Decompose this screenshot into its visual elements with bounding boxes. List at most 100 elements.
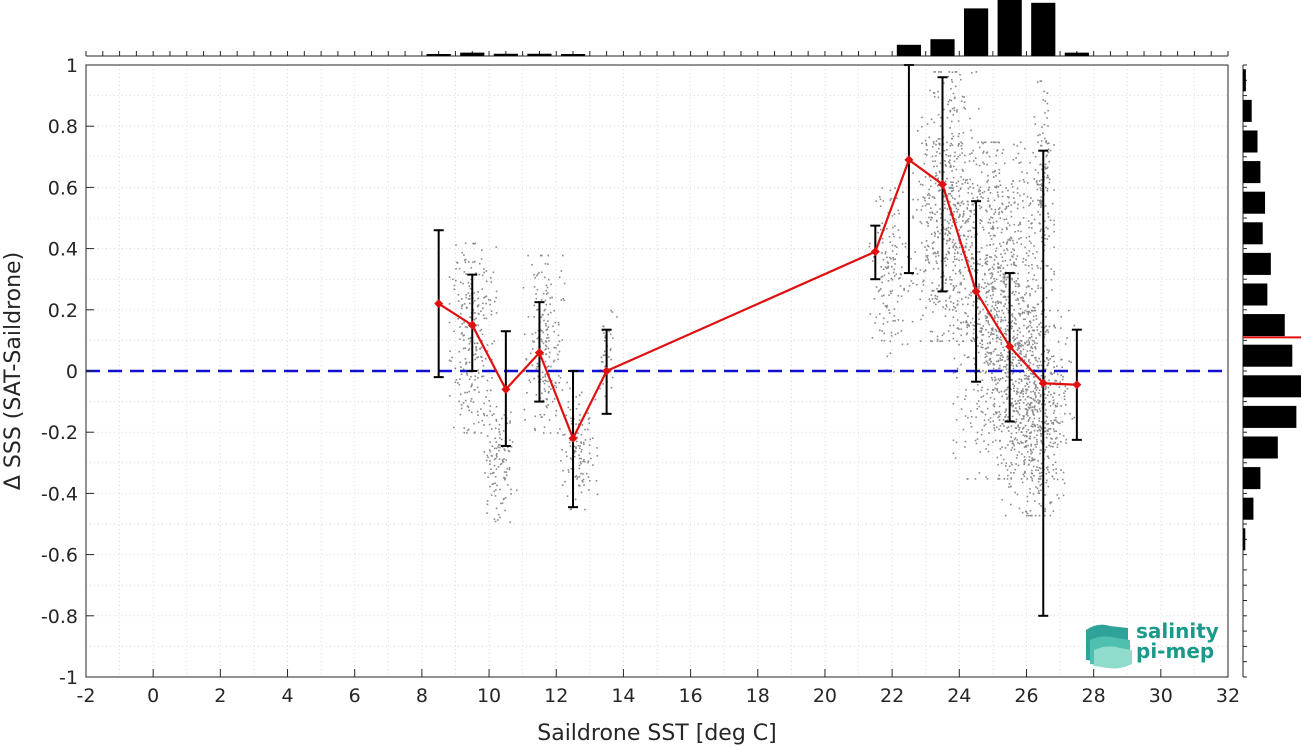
scatter-point: [1004, 372, 1007, 375]
scatter-point: [543, 388, 546, 390]
scatter-point: [967, 324, 970, 327]
scatter-point: [1051, 202, 1054, 205]
scatter-point: [966, 219, 969, 221]
scatter-point: [578, 454, 580, 456]
scatter-point: [893, 371, 895, 373]
scatter-point: [967, 187, 970, 190]
scatter-point: [961, 142, 964, 145]
scatter-point: [1018, 402, 1021, 404]
scatter-point: [1040, 300, 1043, 303]
scatter-point: [984, 348, 987, 350]
scatter-point: [493, 458, 496, 461]
scatter-point: [997, 302, 1000, 304]
scatter-point: [889, 352, 892, 354]
scatter-point: [999, 448, 1002, 450]
scatter-point: [1016, 329, 1019, 332]
scatter-point: [980, 195, 982, 198]
scatter-point: [921, 142, 923, 144]
scatter-point: [502, 498, 505, 501]
scatter-point: [943, 238, 945, 240]
scatter-point: [1022, 348, 1025, 351]
scatter-point: [999, 207, 1001, 209]
scatter-point: [1040, 441, 1043, 443]
scatter-point: [482, 375, 485, 377]
scatter-point: [1034, 393, 1036, 395]
scatter-point: [474, 358, 476, 361]
top-hist-bar: [560, 54, 586, 56]
scatter-point: [1036, 329, 1039, 331]
y-tick-label: -0.6: [41, 545, 78, 567]
scatter-point: [1039, 213, 1041, 216]
scatter-point: [946, 141, 948, 144]
scatter-point: [1040, 313, 1043, 315]
x-tick-label: 10: [477, 685, 501, 707]
scatter-point: [1036, 429, 1039, 432]
scatter-point: [534, 331, 537, 334]
scatter-point: [1036, 264, 1039, 267]
scatter-point: [503, 476, 505, 479]
scatter-point: [962, 214, 965, 216]
scatter-point: [978, 287, 980, 289]
scatter-point: [545, 293, 548, 295]
scatter-point: [967, 218, 970, 220]
mean-point: [938, 179, 947, 189]
scatter-point: [972, 337, 974, 339]
scatter-point: [1036, 365, 1039, 367]
scatter-point: [581, 391, 583, 394]
scatter-point: [926, 249, 928, 251]
scatter-point: [1044, 163, 1047, 166]
scatter-point: [1047, 227, 1049, 230]
scatter-point: [1034, 396, 1037, 399]
scatter-point: [554, 381, 557, 384]
scatter-point: [994, 411, 997, 413]
scatter-point: [1011, 402, 1013, 405]
scatter-point: [992, 420, 995, 422]
scatter-point: [1049, 372, 1052, 375]
scatter-point: [480, 328, 483, 331]
scatter-point: [492, 271, 495, 274]
scatter-point: [536, 337, 539, 340]
scatter-point: [1002, 276, 1005, 279]
scatter-point: [960, 253, 962, 255]
scatter-point: [952, 197, 954, 199]
scatter-point: [933, 235, 936, 237]
scatter-point: [969, 209, 971, 212]
scatter-point: [1014, 437, 1017, 439]
scatter-point: [1037, 426, 1039, 429]
scatter-point: [1028, 437, 1031, 440]
scatter-point: [988, 352, 991, 354]
scatter-point: [533, 273, 535, 276]
scatter-point: [472, 261, 474, 264]
scatter-point: [990, 256, 992, 258]
scatter-point: [553, 309, 556, 312]
y-tick-label: -0.8: [41, 606, 78, 628]
scatter-point: [1016, 454, 1019, 456]
scatter-point: [1027, 325, 1029, 328]
scatter-point: [1024, 459, 1026, 461]
scatter-point: [988, 335, 990, 338]
scatter-point: [1003, 249, 1005, 252]
scatter-point: [1028, 358, 1030, 361]
scatter-point: [1035, 400, 1038, 403]
scatter-point: [976, 196, 979, 199]
scatter-point: [949, 155, 952, 157]
scatter-point: [925, 306, 927, 309]
scatter-point: [1020, 391, 1023, 394]
scatter-point: [1044, 186, 1047, 189]
scatter-point: [943, 275, 945, 277]
scatter-point: [931, 290, 934, 292]
scatter-point: [982, 333, 985, 336]
mean-point: [1072, 380, 1082, 390]
scatter-point: [963, 212, 965, 215]
scatter-point: [1045, 415, 1048, 418]
scatter-point: [1013, 197, 1015, 199]
scatter-point: [995, 162, 997, 165]
scatter-point: [957, 239, 960, 241]
scatter-point: [1020, 378, 1023, 381]
scatter-point: [949, 127, 951, 129]
scatter-point: [955, 245, 957, 248]
scatter-point: [993, 307, 995, 310]
scatter-point: [1018, 327, 1021, 330]
scatter-point: [996, 323, 999, 325]
scatter-point: [952, 246, 954, 249]
